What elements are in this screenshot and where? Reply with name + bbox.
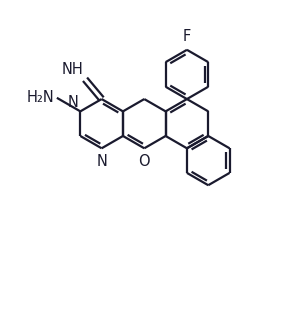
Text: NH: NH [62, 62, 84, 77]
Text: H₂N: H₂N [27, 90, 55, 105]
Text: N: N [68, 95, 79, 110]
Text: N: N [96, 154, 107, 169]
Text: O: O [138, 154, 150, 169]
Text: F: F [183, 30, 191, 44]
